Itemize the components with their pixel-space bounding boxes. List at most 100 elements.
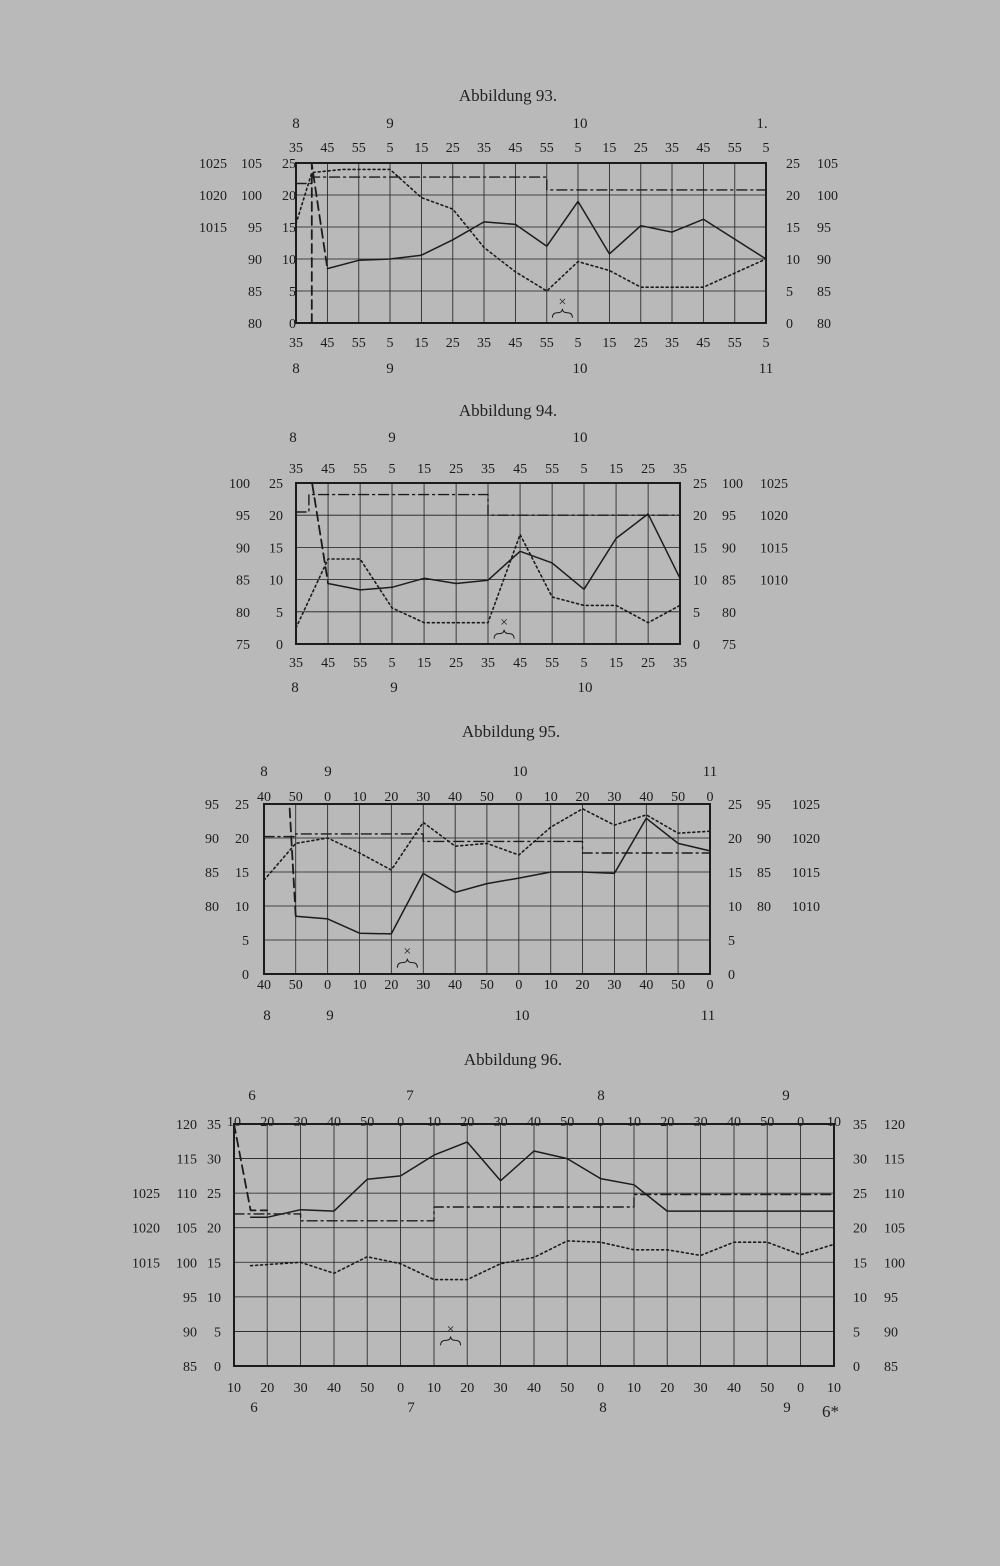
series-dash-dot-line [263,833,711,854]
y-tick-label: 20 [207,1222,221,1237]
x-tick-label-top: 25 [634,141,648,156]
series-dotted-line [295,533,681,629]
x-tick-label-top: 40 [448,790,462,805]
y-tick-label: 15 [269,541,283,556]
y-tick-label: 80 [236,606,250,621]
y-tick-label: 120 [176,1118,197,1133]
series-dotted-line [249,1240,835,1281]
x-tick-label-bottom: 5 [389,656,396,671]
hour-label-top: 9 [324,764,332,780]
x-tick-label-top: 45 [696,141,710,156]
series-dotted-line [263,808,711,881]
y-tick-label: 75 [236,638,250,653]
y-tick-label: 1015 [760,541,788,556]
annotation-cross: × [500,616,508,631]
x-tick-label-bottom: 45 [696,336,710,351]
y-tick-label: 105 [241,157,262,172]
x-tick-label-top: 0 [397,1115,404,1130]
x-tick-label-top: 20 [384,790,398,805]
x-tick-label-bottom: 35 [481,656,495,671]
y-tick-label: 0 [728,968,735,983]
y-tick-label: 15 [853,1256,867,1271]
x-tick-label-bottom: 15 [609,656,623,671]
y-tick-label: 90 [236,541,250,556]
x-tick-label-top: 30 [694,1115,708,1130]
x-tick-label-top: 30 [294,1115,308,1130]
y-tick-label: 1020 [792,832,820,847]
y-tick-label: 0 [853,1360,860,1375]
y-tick-label: 30 [853,1153,867,1168]
x-tick-label-top: 35 [289,141,303,156]
y-tick-label: 1015 [132,1256,160,1271]
y-tick-label: 120 [884,1118,905,1133]
hour-label-top: 8 [260,764,268,780]
y-tick-label: 90 [884,1325,898,1340]
x-tick-label-top: 5 [581,462,588,477]
x-tick-label-top: 40 [527,1115,541,1130]
x-tick-label-bottom: 45 [320,336,334,351]
y-tick-label: 0 [786,317,793,332]
y-tick-label: 5 [214,1325,221,1340]
y-tick-label: 0 [289,317,296,332]
x-tick-label-bottom: 15 [417,656,431,671]
hour-label-top: 11 [703,764,717,780]
y-tick-label: 25 [269,477,283,492]
x-tick-label-bottom: 5 [763,336,770,351]
x-tick-label-bottom: 50 [560,1381,574,1396]
y-tick-label: 10 [853,1291,867,1306]
x-tick-label-top: 25 [449,462,463,477]
y-tick-label: 25 [728,798,742,813]
y-tick-label: 85 [817,285,831,300]
series-dash-dot-line [295,493,681,516]
hour-label-top: 10 [573,430,588,446]
x-tick-label-bottom: 40 [448,978,462,993]
x-tick-label-bottom: 25 [634,336,648,351]
x-tick-label-top: 0 [707,790,714,805]
y-tick-label: 5 [242,934,249,949]
y-tick-label: 10 [207,1291,221,1306]
x-tick-label-top: 50 [671,790,685,805]
hour-label-top: 8 [292,116,300,132]
hour-label-top: 8 [289,430,297,446]
hour-label-top: 9 [782,1088,790,1104]
x-tick-label-top: 5 [389,462,396,477]
x-tick-label-bottom: 35 [665,336,679,351]
x-tick-label-bottom: 45 [508,336,522,351]
x-tick-label-top: 20 [575,790,589,805]
x-tick-label-bottom: 35 [673,656,687,671]
y-tick-label: 15 [728,866,742,881]
y-tick-label: 15 [235,866,249,881]
x-tick-label-bottom: 45 [513,656,527,671]
y-tick-label: 95 [817,221,831,236]
y-tick-label: 15 [786,221,800,236]
y-tick-label: 25 [235,798,249,813]
x-tick-label-top: 20 [660,1115,674,1130]
series-solid-line [294,817,711,935]
hour-label-bottom: 10 [573,361,588,377]
x-tick-label-top: 50 [289,790,303,805]
x-tick-label-bottom: 10 [427,1381,441,1396]
x-tick-label-top: 55 [353,462,367,477]
y-tick-label: 25 [693,477,707,492]
y-tick-label: 5 [853,1325,860,1340]
hour-label-bottom: 6 [250,1400,258,1416]
y-tick-label: 15 [693,541,707,556]
x-tick-label-top: 35 [289,462,303,477]
y-tick-label: 90 [722,541,736,556]
x-tick-label-bottom: 0 [797,1381,804,1396]
y-tick-label: 10 [728,900,742,915]
x-tick-label-top: 15 [602,141,616,156]
figure-93-title: Abbildung 93. [458,86,558,105]
x-tick-label-top: 20 [460,1115,474,1130]
x-tick-label-top: 50 [480,790,494,805]
hour-label-bottom: 11 [759,361,773,377]
y-tick-label: 85 [236,574,250,589]
series-dashed-line [298,482,330,585]
y-tick-label: 105 [817,157,838,172]
x-tick-label-top: 10 [627,1115,641,1130]
y-tick-label: 1010 [792,900,820,915]
x-tick-label-bottom: 55 [545,656,559,671]
y-tick-label: 85 [757,866,771,881]
x-tick-label-top: 35 [477,141,491,156]
x-tick-label-top: 45 [508,141,522,156]
